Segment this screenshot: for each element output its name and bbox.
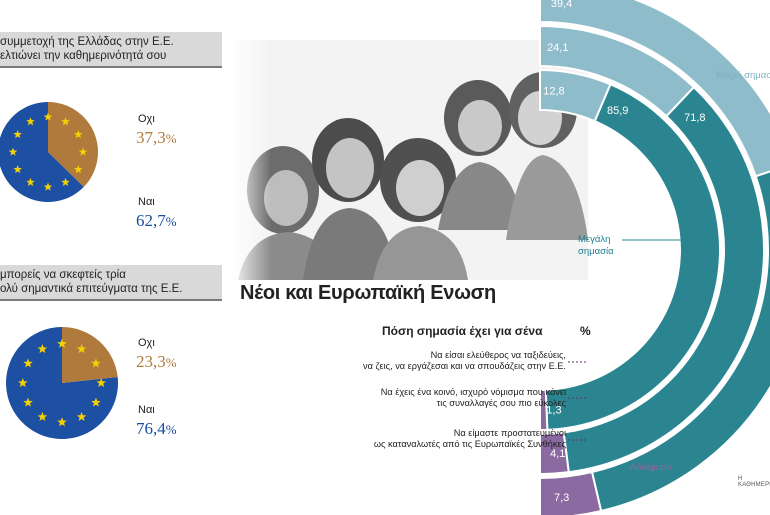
question-2-line-1: μπορείς να σκεφτείς τρία	[0, 269, 126, 281]
question-1-underline	[0, 66, 222, 68]
pie-1-no-value: 37,3%	[136, 128, 177, 148]
pie-1-star-8	[26, 177, 35, 186]
ring-1-indifferent-segment	[539, 388, 549, 432]
ring-2-indifferent-segment	[539, 431, 570, 476]
question-2-underline	[0, 299, 222, 301]
pie-1-yes-label: Ναι	[138, 196, 155, 208]
pie-1-star-4	[78, 147, 88, 156]
pie-2-star-10	[18, 377, 28, 388]
pie-2-yes-percent: %	[165, 422, 177, 437]
pie-1-star-2	[61, 117, 70, 126]
legend-big-importance: Μεγάλη σημασία	[578, 234, 614, 258]
chart-subtitle: Πόση σημασία έχει για σένα	[382, 324, 543, 338]
pie-1-yes-percent: %	[165, 214, 177, 229]
pie-2-no-slice	[62, 327, 118, 383]
ring-2-big-value: 71,8	[684, 112, 705, 124]
pie-1-star-3	[74, 130, 83, 139]
question-panel-1: συμμετοχή της Ελλάδας στην Ε.Ε. ελτιώνει…	[0, 32, 222, 68]
pie-1-no-percent: %	[165, 131, 177, 146]
pie-1-no-number: 37,3	[136, 128, 166, 147]
question-1-line-2: ελτιώνει την καθημερινότητά σου	[0, 50, 167, 62]
pie-2-star-4	[96, 377, 106, 388]
item-3-line-1: Να είμαστε προστατευμένοι	[453, 428, 566, 438]
pie-2-no-label: Οχι	[138, 337, 155, 349]
pie-1-no-label: Οχι	[138, 113, 155, 125]
pie-2-star-8	[37, 411, 48, 422]
pie-2-no-number: 23,3	[136, 352, 166, 371]
pie-2-no-percent: %	[165, 355, 177, 370]
question-panel-2: μπορείς να σκεφτείς τρία ολύ σημαντικά ε…	[0, 265, 222, 301]
item-3-line-2: ως καταναλωτές από τις Ευρωπαϊκές Συνθήκ…	[373, 439, 566, 449]
question-1-line-1: συμμετοχή της Ελλάδας στην Ε.Ε.	[0, 36, 174, 48]
youth-photo	[228, 40, 588, 280]
item-3-text: Να είμαστε προστατευμένοι ως καταναλωτές…	[374, 428, 566, 450]
pie-2-yes-slice	[6, 327, 119, 439]
pie-1-star-1	[43, 112, 53, 121]
pie-1-star-7	[43, 182, 53, 191]
legend-indifferent: Αδιάφορο	[630, 462, 672, 473]
question-2-box: μπορείς να σκεφτείς τρία ολύ σημαντικά ε…	[0, 265, 222, 299]
pie-2-star-6	[76, 411, 87, 422]
pie-2-star-2	[76, 344, 87, 354]
pie-1-no-slice	[48, 102, 98, 187]
percent-heading: %	[580, 324, 591, 338]
item-1-line-1: Να είσαι ελεύθερος να ταξιδεύεις,	[430, 350, 566, 360]
pie-chart-2	[6, 327, 119, 439]
ring-2-indifferent-value: 4,1	[550, 448, 565, 460]
pie-2-star-12	[37, 344, 48, 354]
ring-3-small-segment	[539, 0, 770, 178]
pie-2-star-9	[23, 397, 33, 407]
legend-small-importance: Μικρή σημασία	[716, 70, 770, 81]
pie-2-star-11	[23, 358, 33, 368]
ring-1-indifferent-value: 1,3	[546, 404, 561, 416]
pie-1-yes-number: 62,7	[136, 211, 166, 230]
pie-1-star-6	[61, 177, 70, 186]
legend-big-line-1: Μεγάλη	[578, 234, 611, 245]
pie-1-star-11	[13, 130, 22, 139]
pie-1-star-12	[26, 117, 35, 126]
pie-chart-1	[0, 102, 98, 202]
main-title: Νέοι και Ευρωπαϊκή Ενωση	[240, 282, 496, 304]
ring-3-indifferent-segment	[539, 470, 603, 515]
pie-1-star-10	[8, 147, 18, 156]
pie-1-star-5	[74, 165, 83, 174]
ring-3-indifferent-value: 7,3	[554, 492, 569, 504]
ring-2-small-value: 24,1	[547, 42, 568, 54]
pie-1-yes-slice	[0, 102, 84, 202]
legend-big-line-2: σημασία	[578, 246, 614, 257]
pie-1-star-9	[13, 165, 22, 174]
pie-2-star-7	[57, 417, 67, 427]
item-2-line-1: Να έχεις ένα κοινό, ισχυρό νόμισμα που κ…	[380, 387, 566, 397]
item-2-line-2: τις συναλλαγές σου πιο εύκολες	[436, 398, 566, 408]
question-1-box: συμμετοχή της Ελλάδας στην Ε.Ε. ελτιώνει…	[0, 32, 222, 66]
item-1-line-2: να ζεις, να εργάζεσαι και να σπουδάζεις …	[363, 361, 566, 371]
question-2-line-2: ολύ σημαντικά επιτεύγματα της Ε.Ε.	[0, 283, 183, 295]
source-credit: Η ΚΑΘΗΜΕΡΙΝΗ	[738, 476, 770, 488]
pie-2-star-3	[91, 358, 101, 368]
ring-1-big-value: 85,9	[607, 105, 628, 117]
pie-2-no-value: 23,3%	[136, 352, 177, 372]
pie-2-yes-value: 76,4%	[136, 419, 177, 439]
item-1-text: Να είσαι ελεύθερος να ταξιδεύεις, να ζει…	[363, 350, 566, 372]
pie-2-yes-number: 76,4	[136, 419, 166, 438]
ring-1-big-segment	[544, 83, 721, 431]
ring-1-small-value: 12,8	[543, 86, 564, 98]
pie-2-yes-label: Ναι	[138, 404, 155, 416]
leader-lines	[568, 361, 588, 441]
pie-2-star-1	[57, 338, 67, 348]
pie-1-yes-value: 62,7%	[136, 211, 177, 231]
ring-3-small-value: 39,4	[551, 0, 572, 10]
item-2-text: Να έχεις ένα κοινό, ισχυρό νόμισμα που κ…	[381, 387, 566, 409]
pie-2-star-5	[91, 397, 101, 407]
